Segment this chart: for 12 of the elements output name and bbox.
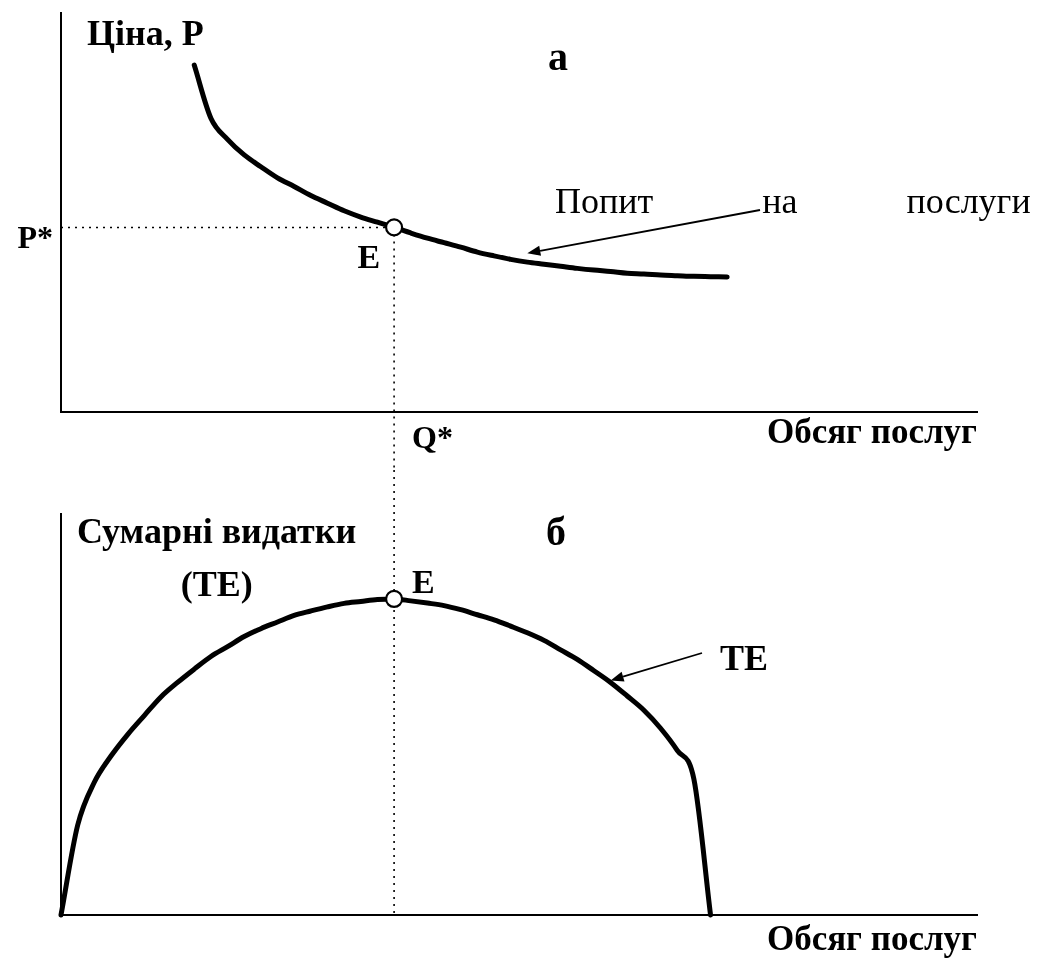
text: Q* (412, 419, 453, 455)
y-axis-title: Ціна, P (86, 13, 204, 53)
series-label: E (412, 562, 435, 600)
chart-title: а (548, 34, 568, 79)
series-label: E (357, 238, 381, 276)
series-label: Попит на послуги (555, 181, 1031, 221)
x-axis-title: Обсяг послуг (766, 412, 977, 451)
chart-title: б (546, 509, 566, 554)
x-axis-title: Обсяг послуг (766, 919, 977, 958)
y-axis-title: Сумарні видатки (TE) (76, 511, 357, 604)
legend-label: TE (720, 638, 769, 678)
ref-line-label: P* (17, 219, 53, 256)
